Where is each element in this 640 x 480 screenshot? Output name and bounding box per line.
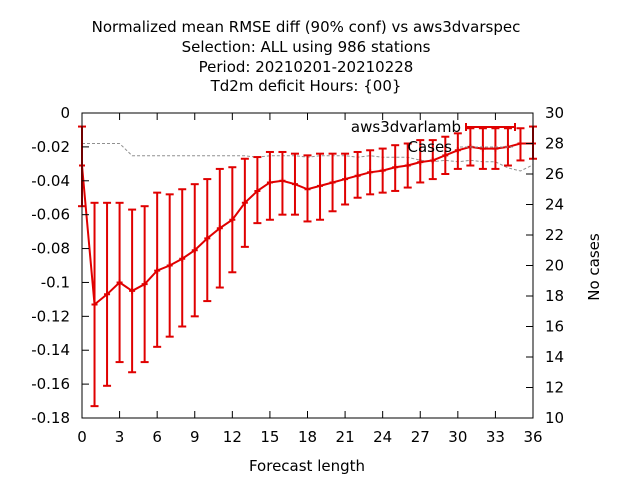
y2-tick-label: 10 — [545, 409, 564, 427]
data-point — [404, 162, 411, 169]
data-point — [429, 157, 436, 164]
x-tick-label: 9 — [190, 428, 200, 446]
x-tick-label: 30 — [448, 428, 467, 446]
y-tick-label: -0.14 — [31, 341, 70, 359]
data-point — [116, 279, 123, 286]
data-point — [191, 247, 198, 254]
y2-tick-label: 28 — [545, 135, 564, 153]
y-tick-label: -0.16 — [31, 375, 70, 393]
title-line-2: Selection: ALL using 986 stations — [182, 38, 431, 56]
y-tick-label: -0.02 — [31, 138, 70, 156]
x-axis-label: Forecast length — [249, 457, 365, 475]
legend-sample-aws3dvarlamb — [465, 123, 516, 131]
x-tick-label: 33 — [486, 428, 505, 446]
legend-label-cases: Cases — [407, 138, 452, 156]
x-tick-label: 21 — [336, 428, 355, 446]
legend-label-aws3dvarlamb: aws3dvarlamb — [351, 118, 461, 136]
x-tick-label: 27 — [411, 428, 430, 446]
y2-axis: 30 28 26 24 22 20 18 16 14 12 10 — [526, 104, 564, 427]
data-point — [329, 179, 336, 186]
data-point — [291, 181, 298, 188]
data-point — [179, 255, 186, 262]
title-line-4: Td2m deficit Hours: {00} — [210, 77, 402, 95]
data-point — [166, 262, 173, 269]
y2-tick-label: 12 — [545, 379, 564, 397]
data-point — [154, 267, 161, 274]
data-point — [104, 291, 111, 298]
x-tick-label: 0 — [77, 428, 87, 446]
data-point — [479, 145, 486, 152]
legend: aws3dvarlamb Cases — [351, 118, 516, 156]
y-tick-label: -0.18 — [31, 409, 70, 427]
data-point — [254, 187, 261, 194]
y2-tick-label: 30 — [545, 104, 564, 122]
y2-tick-label: 26 — [545, 165, 564, 183]
x-tick-label: 36 — [523, 428, 542, 446]
x-tick-label: 15 — [260, 428, 279, 446]
data-point — [417, 159, 424, 166]
aws3dvarlamb-series — [78, 125, 537, 408]
y-tick-label: -0.12 — [31, 307, 70, 325]
data-point — [266, 179, 273, 186]
data-point — [454, 147, 461, 154]
data-point — [279, 177, 286, 184]
x-tick-label: 3 — [115, 428, 125, 446]
data-point — [392, 164, 399, 171]
y2-tick-label: 16 — [545, 318, 564, 336]
y2-axis-label: No cases — [585, 233, 603, 301]
chart-title: Normalized mean RMSE diff (90% conf) vs … — [92, 18, 521, 95]
y-tick-label: -0.04 — [31, 172, 70, 190]
y-tick-label: -0.08 — [31, 240, 70, 258]
data-point — [129, 287, 136, 294]
y-tick-label: 0 — [60, 104, 70, 122]
y2-tick-label: 24 — [545, 196, 564, 214]
data-point — [492, 145, 499, 152]
data-point — [354, 172, 361, 179]
x-tick-label: 24 — [373, 428, 392, 446]
data-point — [141, 281, 148, 288]
data-point — [342, 176, 349, 183]
y2-tick-label: 18 — [545, 287, 564, 305]
data-point — [517, 140, 524, 147]
y-tick-label: -0.1 — [41, 273, 70, 291]
data-point — [367, 169, 374, 176]
y-axis: 0 -0.02 -0.04 -0.06 -0.08 -0.1 -0.12 -0.14 -0.16… — [31, 104, 89, 427]
x-tick-label: 18 — [298, 428, 317, 446]
y2-tick-label: 22 — [545, 226, 564, 244]
data-point — [304, 186, 311, 193]
x-tick-label: 6 — [152, 428, 162, 446]
y2-tick-label: 14 — [545, 348, 564, 366]
y2-tick-label: 20 — [545, 257, 564, 275]
data-point — [229, 216, 236, 223]
data-point — [204, 235, 211, 242]
title-line-3: Period: 20210201-20210228 — [199, 58, 414, 76]
data-point — [91, 301, 98, 308]
data-point — [216, 225, 223, 232]
data-point — [241, 199, 248, 206]
x-tick-label: 12 — [223, 428, 242, 446]
y-tick-label: -0.06 — [31, 206, 70, 224]
x-axis: 0 3 6 9 12 15 18 21 24 27 30 33 36 — [77, 113, 543, 446]
data-point — [317, 182, 324, 189]
data-point — [442, 152, 449, 159]
title-line-1: Normalized mean RMSE diff (90% conf) vs … — [92, 18, 521, 36]
data-point — [379, 167, 386, 174]
